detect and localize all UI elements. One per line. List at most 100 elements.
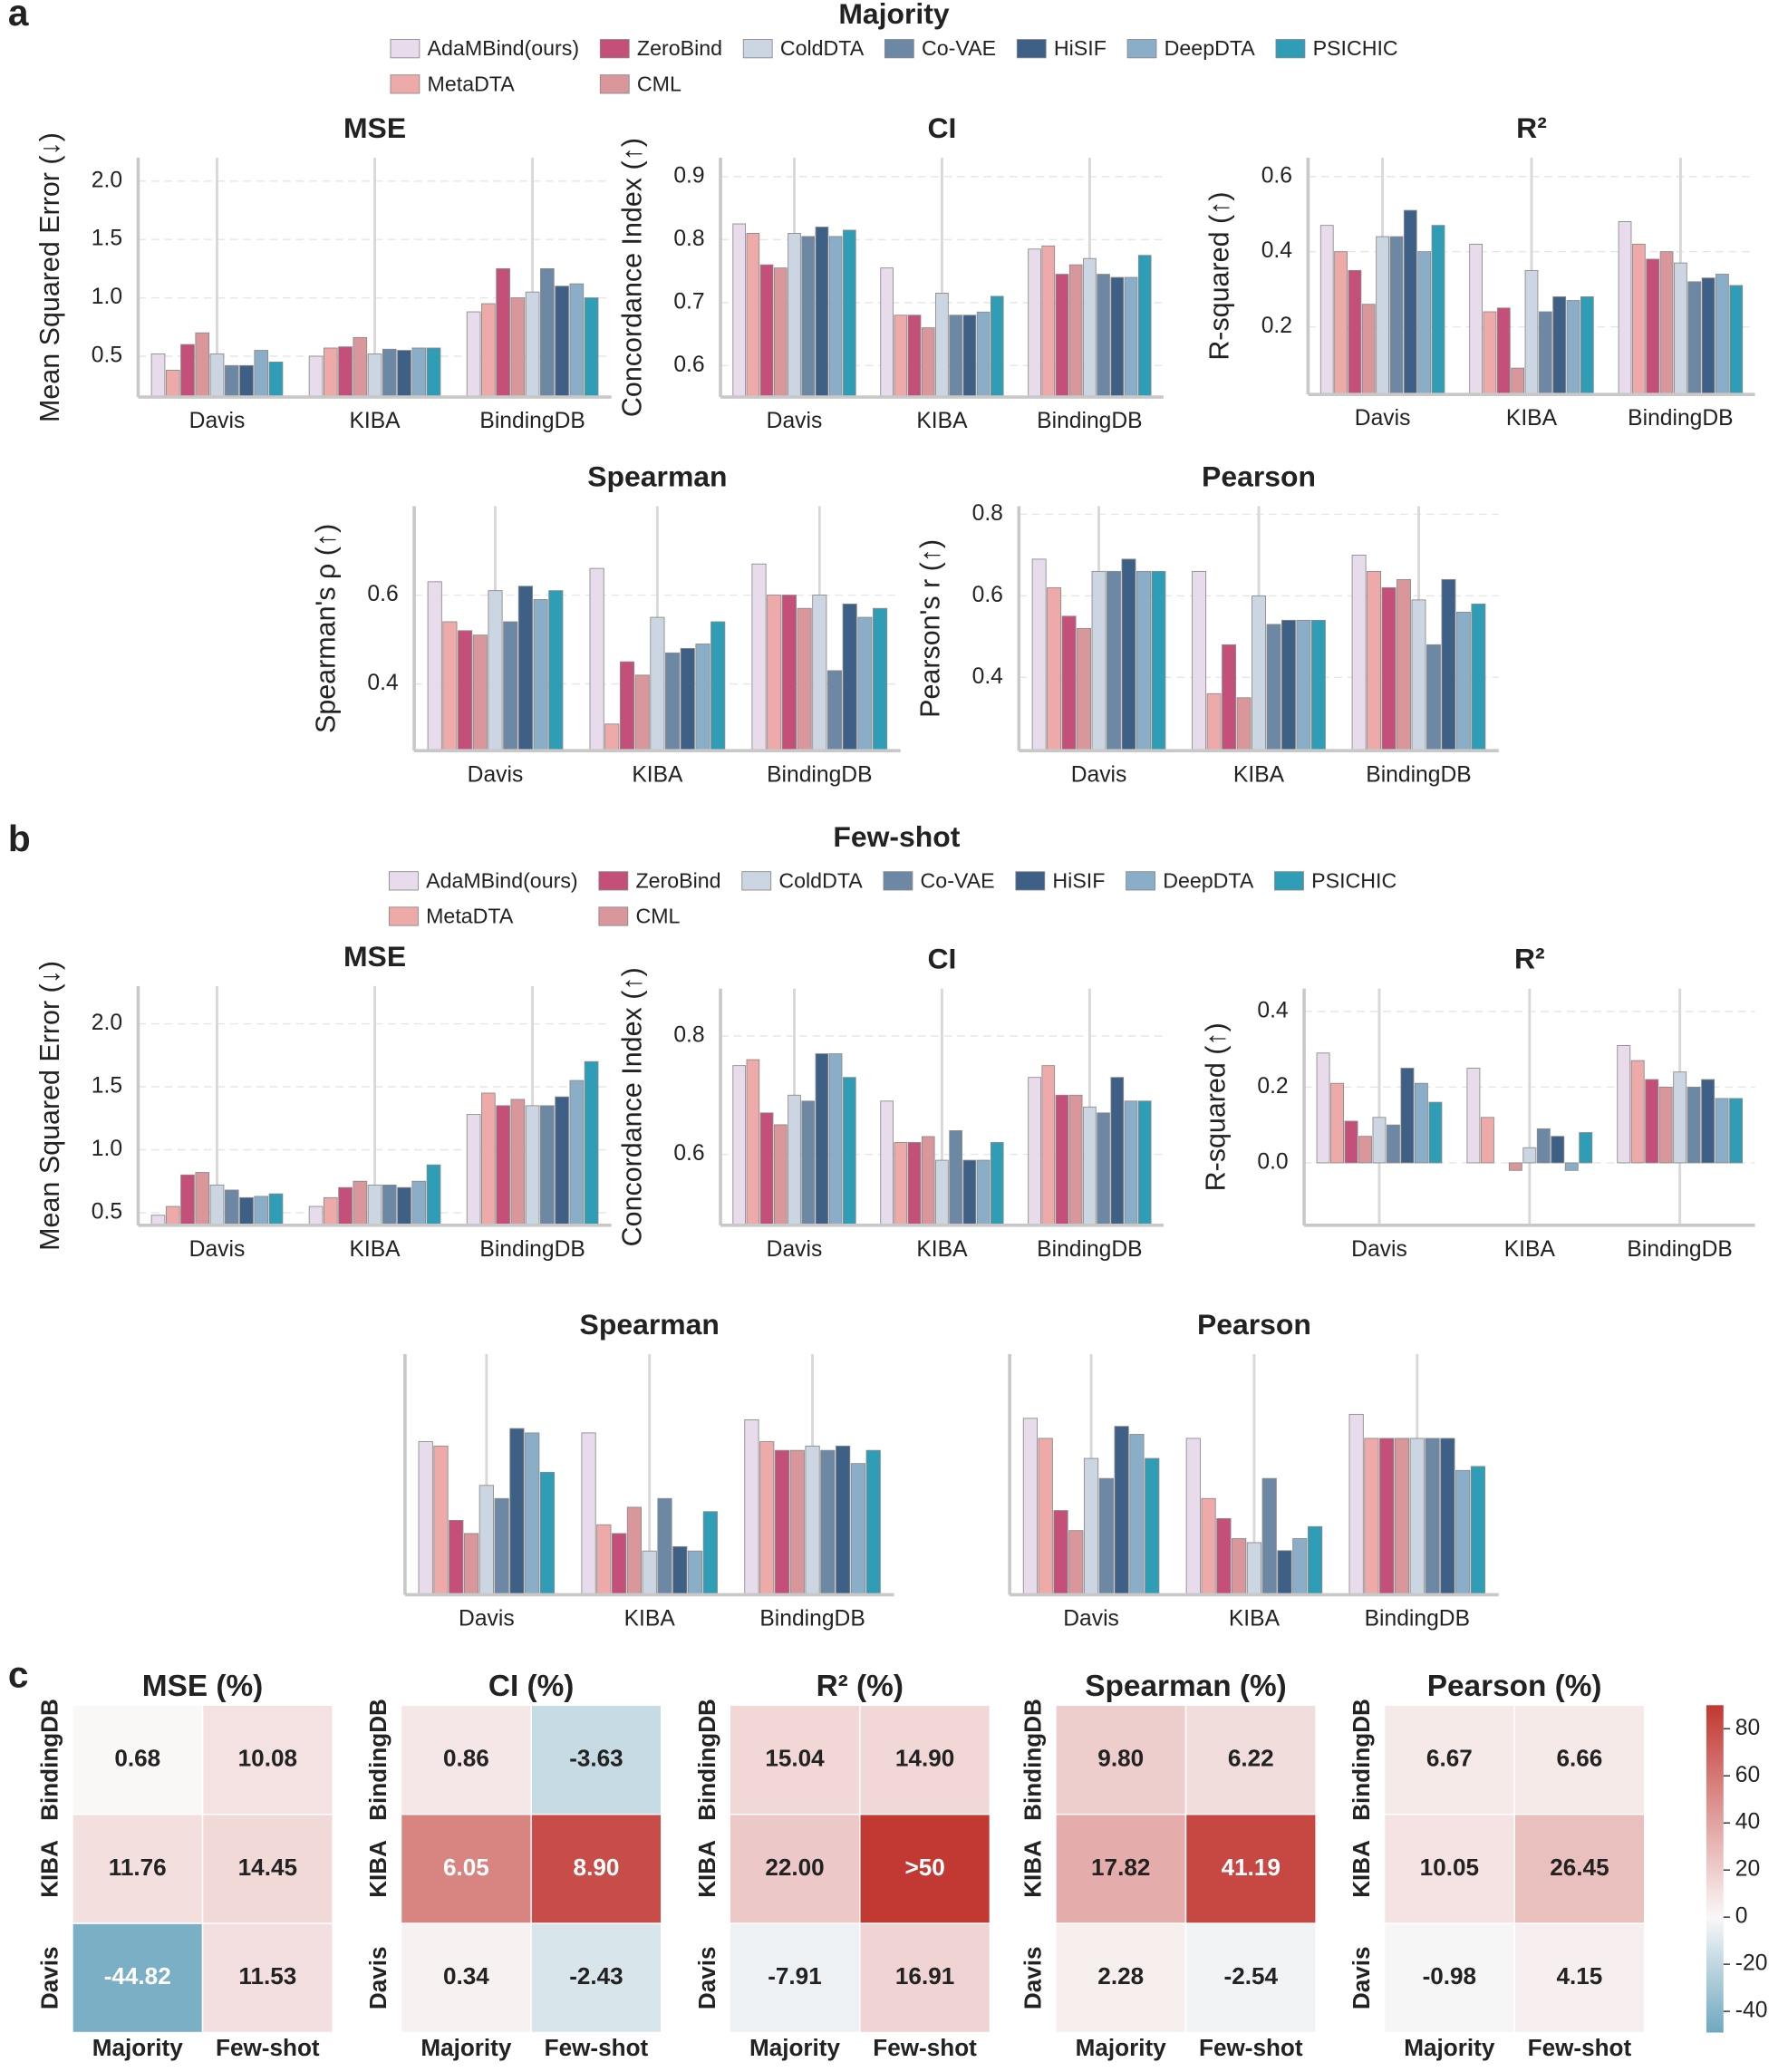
bar [702, 1511, 718, 1595]
bar [1330, 1082, 1344, 1164]
bar [1469, 243, 1484, 395]
bar [1137, 1100, 1152, 1226]
bar [665, 652, 681, 751]
bar [826, 670, 843, 751]
bar [1729, 1098, 1744, 1164]
y-axis-label: R-squared (↑) [1204, 192, 1235, 361]
bar [781, 595, 797, 751]
y-axis-label: Concordance Index (↑) [616, 967, 647, 1246]
bar [789, 1449, 805, 1595]
bar [820, 1449, 836, 1595]
cell-label: 9.80 [1097, 1744, 1144, 1771]
bar [935, 1159, 949, 1226]
bar [494, 1497, 509, 1595]
cell-label: -44.82 [104, 1962, 171, 1990]
bar [1261, 1477, 1277, 1595]
y-tick-label: 0.7 [673, 289, 704, 314]
bar [1409, 1438, 1425, 1595]
bar [1431, 225, 1445, 395]
bar [828, 1053, 843, 1226]
bar [308, 1205, 324, 1226]
bar [254, 1196, 269, 1226]
bar [1400, 1068, 1415, 1164]
row-label: BindingDB [1348, 1699, 1375, 1821]
bar [842, 603, 857, 751]
row-label: KIBA [364, 1840, 391, 1898]
bar [1580, 295, 1594, 395]
row-label: KIBA [36, 1840, 63, 1898]
x-tick-label: KIBA [1229, 1607, 1281, 1631]
bar [1216, 1517, 1232, 1595]
bar [209, 353, 225, 398]
cell-label: -7.91 [768, 1962, 821, 1990]
legend-label: AdaMBind(ours) [426, 868, 578, 892]
bar [517, 586, 533, 751]
bar [1022, 1418, 1039, 1595]
legend-label: ZeroBind [637, 36, 722, 60]
bar [478, 1485, 494, 1595]
legend-swatch [598, 871, 629, 891]
x-tick-label: BindingDB [1366, 762, 1471, 787]
cell-label: 15.04 [765, 1744, 825, 1771]
row-label: BindingDB [364, 1699, 391, 1821]
bar [555, 286, 569, 398]
bar [1083, 1106, 1097, 1226]
y-tick-label: 0.4 [367, 671, 398, 695]
legend-label: Co-VAE [922, 36, 996, 60]
bar [1618, 221, 1632, 395]
x-tick-label: KIBA [916, 1237, 968, 1262]
bar [773, 1124, 788, 1226]
bar [990, 1142, 1004, 1226]
bar [619, 661, 635, 751]
chart-title: MSE [343, 940, 406, 973]
cell-label: 6.22 [1228, 1744, 1274, 1771]
bar [774, 1449, 790, 1595]
bar [1351, 554, 1367, 751]
bar [525, 1105, 540, 1226]
bar [1379, 1438, 1395, 1595]
bar [426, 1164, 441, 1226]
bar [195, 1172, 210, 1226]
bar [1344, 1120, 1358, 1164]
bar [857, 616, 873, 751]
y-tick-label: 2.0 [92, 1011, 122, 1035]
y-tick-label: 0.4 [972, 664, 1003, 689]
row-label: KIBA [693, 1840, 720, 1898]
colorbar [1706, 1705, 1724, 2033]
cell-label: -0.98 [1423, 1962, 1476, 1990]
bar [1471, 603, 1486, 751]
bar [1411, 599, 1426, 751]
bar [1307, 1525, 1323, 1595]
bar [1455, 611, 1471, 751]
cell-label: 0.34 [443, 1962, 489, 1990]
bar [744, 1418, 759, 1595]
bar [433, 1445, 449, 1595]
cell-label: 4.15 [1557, 1962, 1603, 1990]
heatmap-cell [1184, 1813, 1317, 1924]
bar [1038, 1438, 1053, 1595]
bar [1083, 1457, 1099, 1595]
bar [442, 621, 458, 751]
chart-title: Pearson [1202, 460, 1316, 492]
legend-label: PSICHIC [1313, 36, 1398, 60]
legend-label: MetaDTA [426, 905, 514, 928]
legend-swatch [883, 871, 913, 891]
bar [695, 644, 710, 751]
legend-swatch [1016, 39, 1047, 59]
legend-label: DeepDTA [1165, 36, 1256, 60]
bar [1296, 619, 1311, 751]
bar [1367, 570, 1382, 751]
bar [224, 1189, 239, 1226]
y-axis-label: Spearman's ρ (↑) [310, 524, 341, 733]
heatmap-cell [729, 1813, 861, 1924]
heatmap-cell [1184, 1704, 1317, 1815]
bar [1091, 570, 1107, 751]
colorbar-tick-label: 60 [1735, 1763, 1760, 1787]
bar [1136, 570, 1151, 751]
bar [503, 621, 518, 751]
bar [1566, 300, 1580, 395]
bar [1098, 1477, 1114, 1595]
row-label: KIBA [1348, 1840, 1375, 1898]
bar [1114, 1426, 1129, 1595]
y-tick-label: 2.0 [92, 168, 122, 192]
